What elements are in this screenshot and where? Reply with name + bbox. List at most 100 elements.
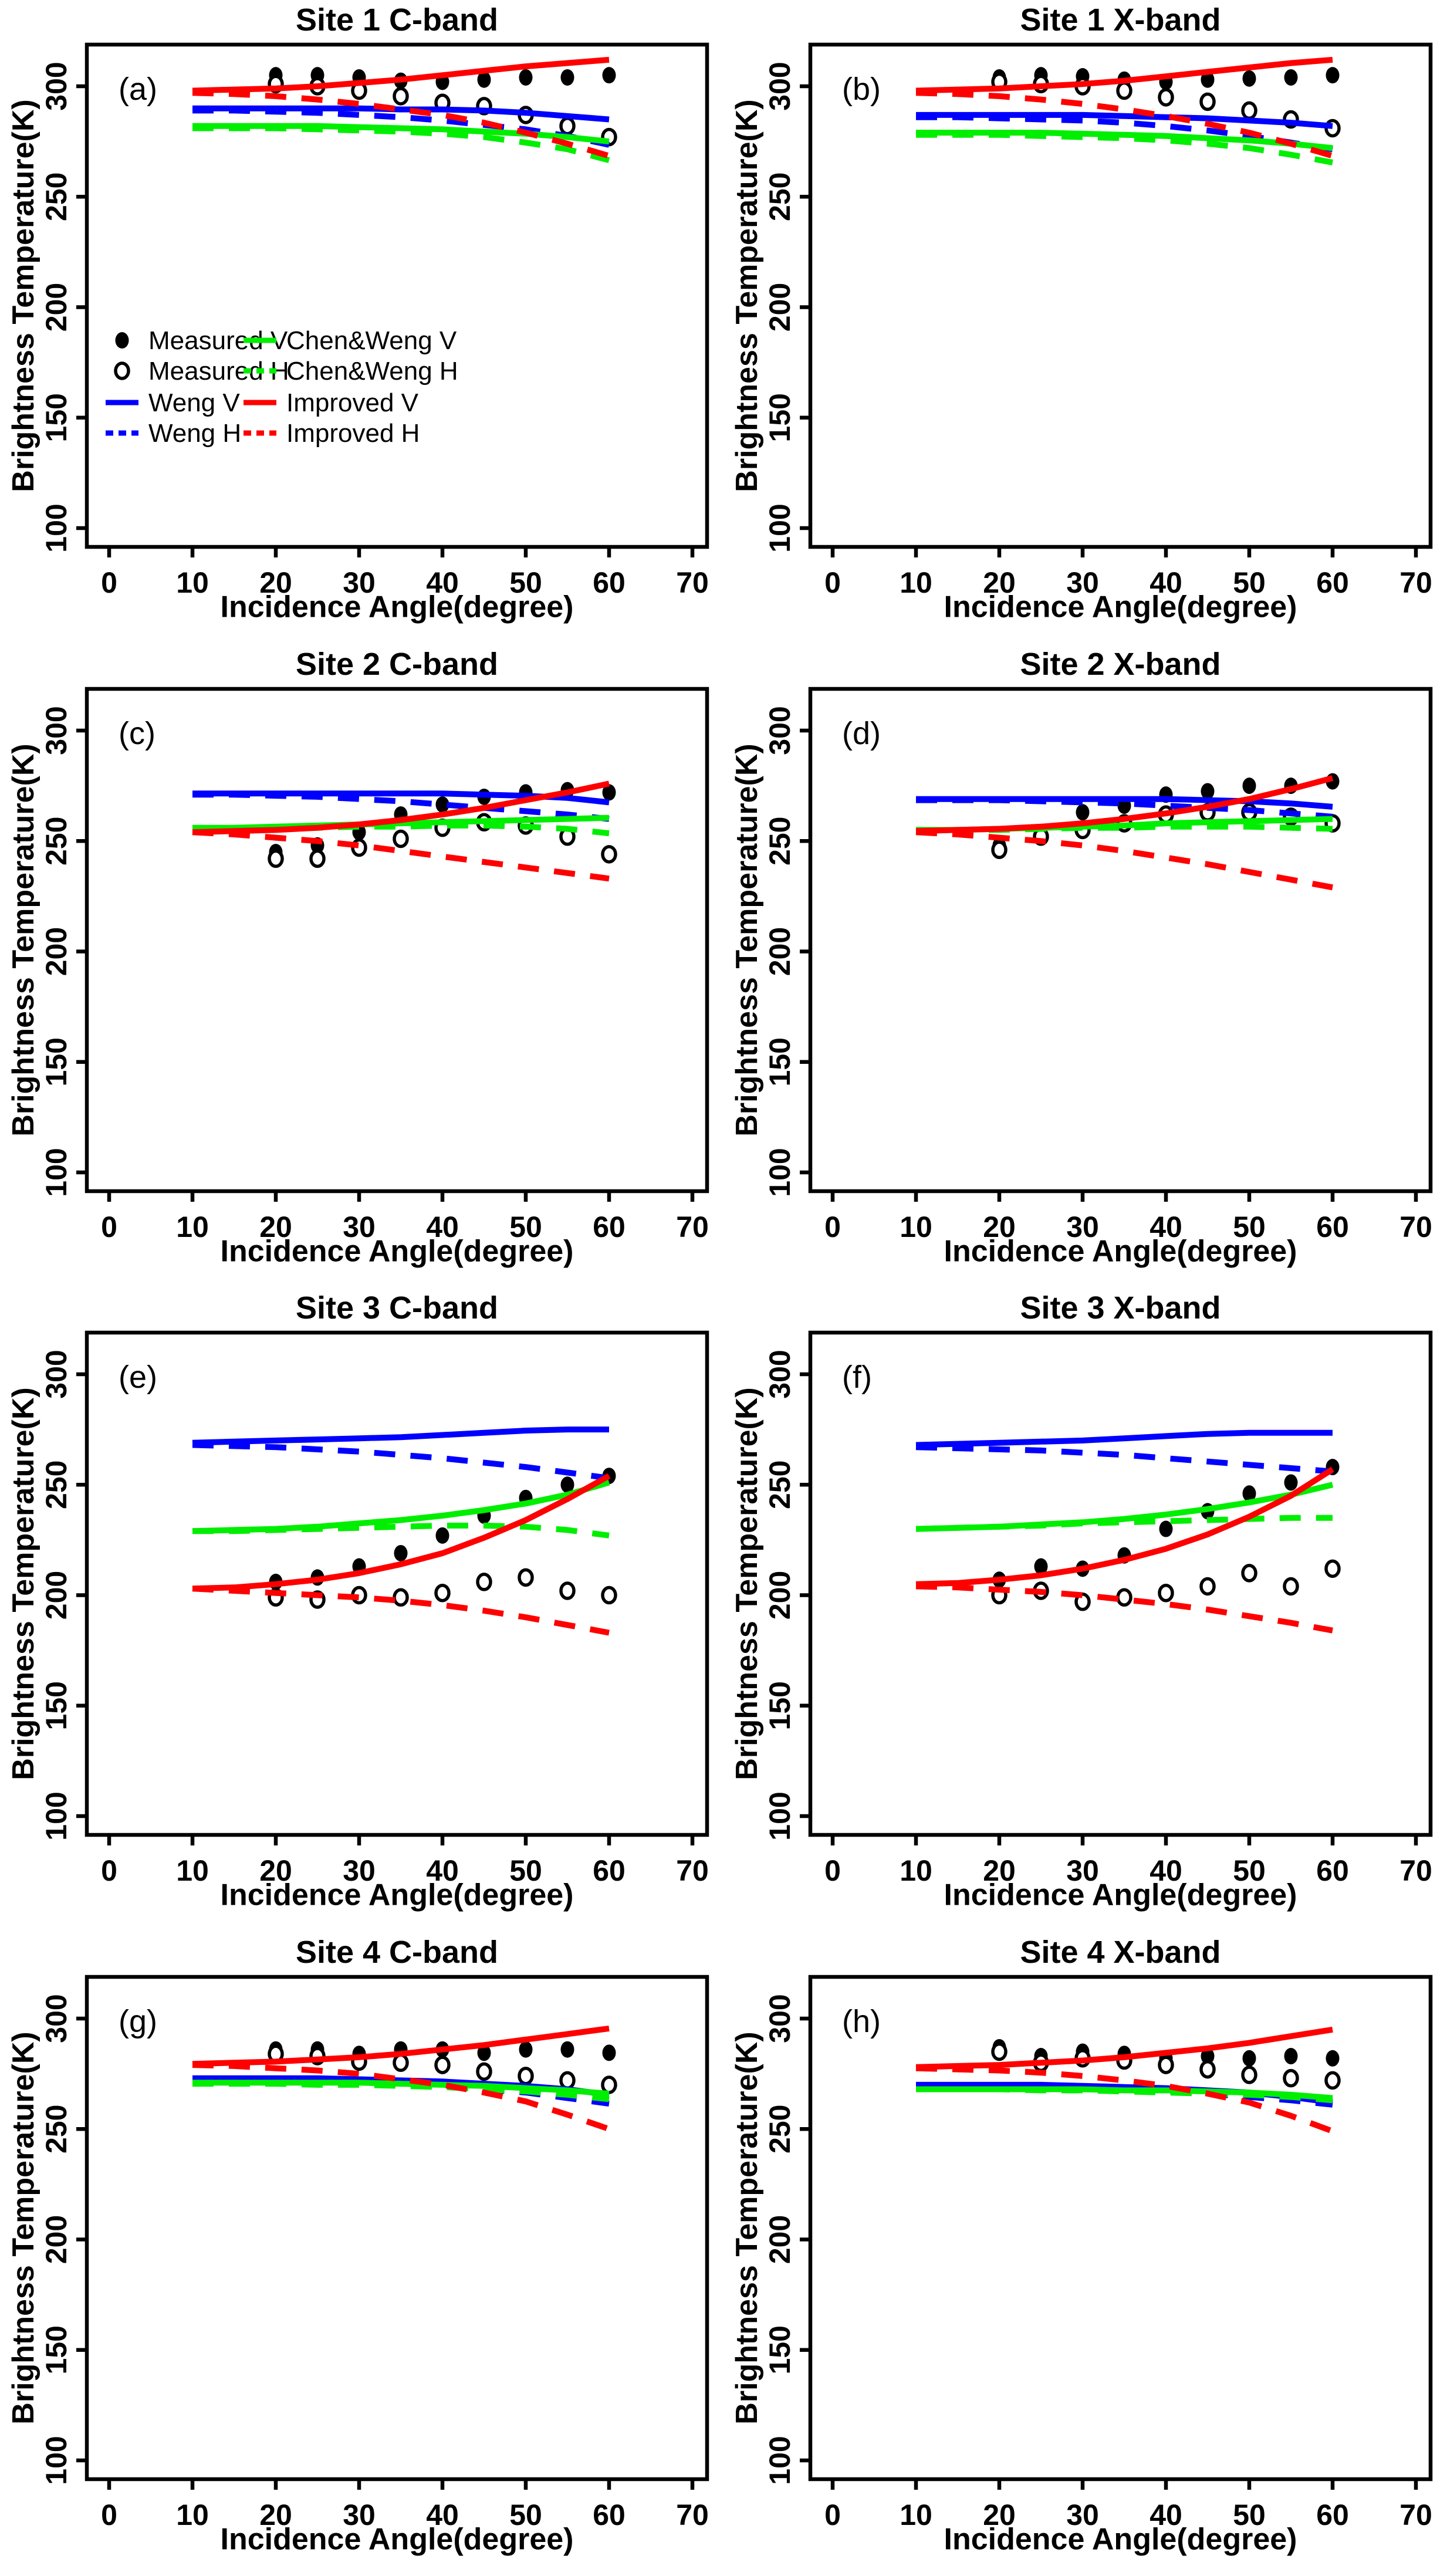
data-point-measured-h: [1116, 1588, 1132, 1607]
data-point-measured-h: [476, 1573, 492, 1591]
series-improved-v-line: [915, 775, 1334, 834]
y-tick-label: 200: [763, 1571, 796, 1620]
y-tick-label: 200: [763, 927, 796, 975]
y-tick-label: 200: [40, 283, 73, 332]
y-tick-label: 200: [763, 283, 796, 332]
x-tick-label: 60: [593, 2499, 626, 2531]
data-point-measured-h: [476, 2062, 492, 2081]
x-tick-label: 20: [983, 2499, 1016, 2531]
y-tick-label: 100: [763, 1148, 796, 1196]
data-point-measured-v: [519, 2041, 533, 2058]
data-point-measured-h: [559, 1581, 576, 1600]
data-point-measured-v: [1076, 803, 1090, 820]
x-tick-label: 60: [1316, 2499, 1349, 2531]
legend-item-weng-v: Weng V: [106, 388, 240, 417]
y-tick-label: 100: [40, 2436, 73, 2484]
data-point-measured-v: [560, 69, 574, 86]
panel-letter: (g): [119, 2004, 157, 2039]
series-improved-v-line: [915, 1466, 1334, 1587]
series-chenweng-h-line: [192, 2080, 610, 2102]
y-tick-label: 300: [40, 62, 73, 110]
y-tick-label: 100: [763, 2436, 796, 2484]
plot-border: [808, 1330, 1433, 1837]
data-point-measured-h: [1158, 1583, 1174, 1603]
x-tick-label: 30: [343, 2499, 376, 2531]
panel-letter: (b): [842, 72, 881, 107]
x-tick-label: 60: [1316, 1854, 1349, 1887]
x-tick-label: 60: [593, 566, 626, 599]
legend-symbol-open-dot: [114, 361, 130, 380]
y-tick-label: 250: [40, 173, 73, 221]
series-weng-h-line: [915, 1444, 1333, 1475]
series-weng-v-line: [192, 1426, 609, 1446]
y-tick-label: 150: [40, 1681, 73, 1730]
series-chenweng-v-line: [192, 1479, 610, 1534]
x-tick-label: 50: [509, 2499, 542, 2531]
series-weng-h-line: [916, 114, 1333, 153]
legend-item-weng-h: Weng H: [106, 419, 241, 448]
series-measured-h-points: [991, 1559, 1341, 1611]
data-point-measured-v: [1284, 69, 1298, 86]
x-tick-label: 30: [343, 1211, 376, 1243]
data-point-measured-v: [1242, 777, 1256, 794]
data-point-measured-h: [1074, 1593, 1091, 1611]
x-tick-label: 30: [1066, 1854, 1099, 1887]
data-point-measured-h: [309, 849, 326, 868]
y-axis-title: Brightness Temperature(K): [730, 743, 764, 1136]
x-tick-label: 60: [1316, 566, 1349, 599]
data-point-measured-h: [1241, 1564, 1257, 1583]
chart-panel-site-2-x-band: 0 10 20 30 40 50 60 70 100 150 200 250 300 Incidence …: [724, 644, 1447, 1289]
data-point-measured-v: [602, 2044, 616, 2061]
chart-svg-site-1-x-band: 0 10 20 30 40 50 60 70 100 150 200 250 300 Incidence …: [730, 2, 1433, 624]
y-axis-title: Brightness Temperature(K): [6, 743, 40, 1136]
data-point-measured-v: [394, 1544, 408, 1561]
x-tick-label: 20: [259, 1854, 292, 1887]
x-tick-label: 70: [676, 2499, 709, 2531]
data-point-measured-v: [1284, 1474, 1298, 1491]
x-tick-label: 20: [259, 1211, 292, 1243]
x-tick-label: 70: [676, 566, 709, 599]
x-tick-label: 40: [1150, 2499, 1182, 2531]
x-tick-label: 50: [1233, 566, 1266, 599]
x-tick-label: 30: [343, 566, 376, 599]
x-tick-label: 50: [1233, 2499, 1266, 2531]
y-tick-label: 250: [40, 1461, 73, 1509]
chart-svg-site-2-x-band: 0 10 20 30 40 50 60 70 100 150 200 250 300 Incidence …: [730, 647, 1433, 1268]
legend-label: Chen&Weng V: [286, 326, 457, 355]
y-tick-label: 300: [40, 1350, 73, 1398]
x-tick-label: 60: [1316, 1211, 1349, 1243]
series-improved-h-line: [192, 2061, 610, 2132]
series-measured-h-points: [268, 2044, 617, 2094]
y-axis-title: Brightness Temperature(K): [730, 1387, 764, 1780]
data-point-measured-h: [1199, 2060, 1216, 2078]
data-point-measured-h: [991, 2042, 1008, 2061]
data-point-measured-v: [435, 796, 449, 813]
panel-title: Site 4 X-band: [1020, 1935, 1221, 1970]
series-improved-v-line: [192, 2025, 610, 2067]
series-weng-v-line: [916, 111, 1333, 129]
x-tick-label: 70: [1399, 1854, 1432, 1887]
panel-title: Site 2 X-band: [1020, 647, 1221, 682]
y-tick-label: 250: [763, 1461, 796, 1509]
x-tick-label: 10: [176, 1854, 209, 1887]
panel-title: Site 1 C-band: [296, 2, 498, 38]
data-point-measured-v: [1159, 1520, 1173, 1537]
series-weng-h-line: [192, 1442, 610, 1481]
x-tick-label: 60: [593, 1211, 626, 1243]
plot-border: [84, 687, 709, 1193]
series-weng-v-line: [916, 796, 1333, 810]
y-tick-label: 300: [40, 1994, 73, 2043]
legend-label: Improved V: [286, 388, 419, 417]
series-weng-h-line: [916, 797, 1333, 820]
x-tick-label: 10: [900, 2499, 932, 2531]
panel-letter: (e): [119, 1360, 157, 1395]
data-point-measured-v: [519, 69, 533, 86]
data-point-measured-h: [268, 849, 284, 868]
data-point-measured-h: [601, 844, 617, 864]
legend-item-chenweng-v: Chen&Weng V: [244, 326, 457, 355]
panel-title: Site 3 C-band: [296, 1290, 498, 1326]
series-weng-h-line: [192, 791, 610, 822]
chart-panel-site-1-c-band: 0 10 20 30 40 50 60 70 100 150 200 250 300 Incidence …: [0, 0, 724, 644]
y-tick-label: 200: [40, 927, 73, 975]
plot-border: [808, 42, 1433, 549]
